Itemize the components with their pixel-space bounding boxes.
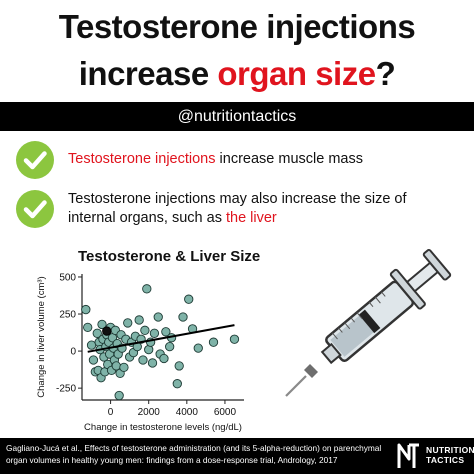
data-point [174, 361, 184, 371]
highlighted-data-point [102, 326, 112, 336]
x-tick-label: 2000 [138, 407, 161, 418]
scatter-chart: -250 0 250 500 0 2000 4000 6000 Change in testos… [36, 272, 244, 433]
title-line2-suffix: ? [375, 55, 396, 92]
plunger-thumb [422, 248, 452, 281]
data-point [153, 312, 163, 322]
data-point [119, 362, 129, 373]
footer-bar: Gagliano-Jucá et al., Effects of testost… [0, 438, 474, 474]
handle-text: @nutritiontactics [177, 108, 297, 125]
data-point [138, 355, 148, 365]
y-tick-label: 0 [70, 347, 76, 358]
syringe-tip [320, 342, 342, 365]
x-tick-label: 0 [108, 407, 114, 418]
x-tick-label: 4000 [176, 407, 199, 418]
check-circle-icon [16, 190, 54, 228]
logo-line1: NUTRITION [426, 445, 474, 455]
data-point [208, 337, 219, 347]
chart-title: Testosterone & Liver Size [78, 248, 261, 265]
citation-text: Gagliano-Jucá et al., Effects of testost… [6, 443, 382, 465]
y-tick-label: 250 [59, 310, 76, 321]
data-point [123, 318, 133, 328]
handle-bar: @nutritiontactics [0, 102, 474, 131]
x-tick-label: 6000 [214, 407, 237, 418]
check-circle-icon [16, 141, 54, 179]
syringe-icon [285, 248, 452, 397]
data-point [172, 379, 182, 389]
y-axis-label: Change in liver volume (cm³) [36, 276, 47, 397]
logo-line2: TACTICS [426, 455, 465, 465]
syringe-liquid [330, 315, 374, 357]
plunger-seal [358, 309, 381, 334]
trend-line [87, 324, 235, 353]
page-title-line1: Testosterone injections [0, 8, 474, 46]
y-tick-label: -250 [56, 384, 76, 395]
data-point [88, 355, 99, 365]
bullet-point-2-text: Testosterone injections may also increas… [68, 190, 458, 228]
data-point [147, 358, 158, 368]
data-point [142, 284, 152, 294]
brand-logo: NUTRITION TACTICS [396, 441, 474, 471]
data-point [86, 340, 97, 350]
bullet-point-2-accent: the liver [225, 210, 277, 226]
bullet-point-1-accent: Testosterone injections [68, 151, 216, 167]
data-point [184, 294, 194, 304]
data-point [161, 327, 171, 337]
data-point [229, 334, 240, 344]
title-line2-accent: organ size [217, 55, 376, 92]
data-point [165, 341, 175, 352]
title-line1-text: Testosterone injections [58, 8, 416, 45]
bullet-point-1-body: increase muscle mass [215, 151, 363, 167]
data-point [97, 319, 107, 330]
data-point [92, 328, 102, 338]
data-point [178, 312, 188, 322]
x-axis-label: Change in testosterone levels (ng/dL) [84, 422, 242, 433]
title-line2-prefix: increase [78, 55, 218, 92]
data-point [140, 325, 150, 335]
logo-text: NUTRITION TACTICS [426, 445, 474, 465]
needle-hub [304, 364, 318, 378]
page-title-line2: increase organ size? [0, 55, 474, 93]
bullet-point-1-text: Testosterone injections increase muscle … [68, 150, 458, 169]
y-tick-label: 500 [59, 272, 76, 283]
data-point [81, 304, 91, 315]
nt-logo-icon [397, 443, 419, 468]
data-point [159, 353, 169, 364]
data-point [83, 322, 93, 333]
data-point [149, 328, 160, 338]
bullet-point-2-body: Testosterone injections may also increas… [68, 191, 407, 226]
data-point [193, 343, 203, 353]
needle [285, 375, 307, 397]
data-point [114, 390, 124, 401]
data-point [134, 315, 144, 325]
